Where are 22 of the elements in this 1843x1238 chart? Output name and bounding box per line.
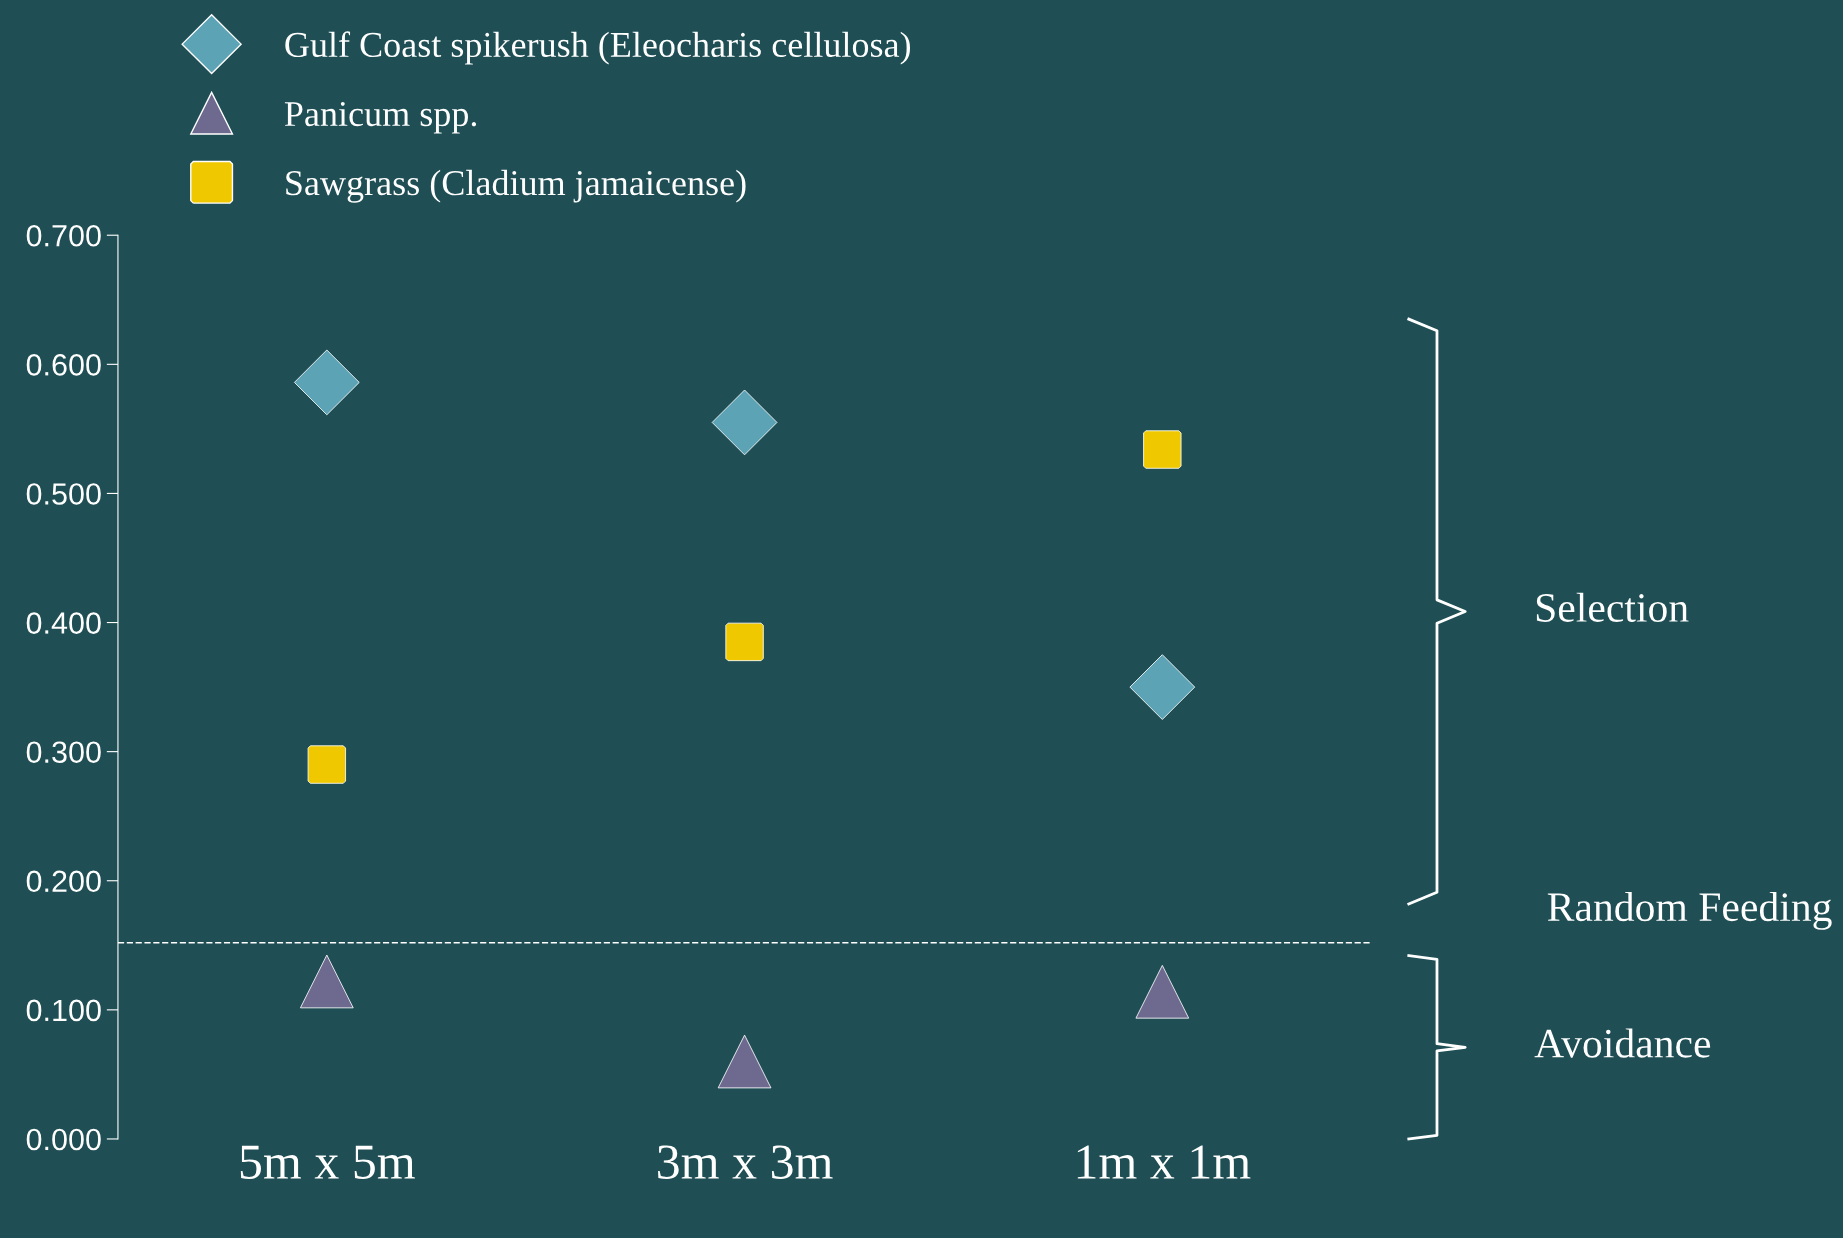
- text: Random Feeding: [1547, 891, 1832, 930]
- x-tick-label: 1m x 1m: [1077, 1145, 1251, 1179]
- y-tick-label: 0.100: [26, 999, 101, 1022]
- y-tick-label: 0.300: [26, 741, 101, 764]
- legend-label: Panicum spp.: [284, 101, 477, 134]
- point: [1135, 964, 1190, 1019]
- legend-label: Gulf Coast spikerush (Eleocharis cellulosa): [285, 31, 911, 65]
- legend-label: Sawgrass (Cladium jamaicense): [286, 169, 746, 203]
- y-tick-label: 0.000: [26, 1128, 101, 1151]
- y-tick-label: 0.400: [26, 612, 101, 634]
- point: [294, 349, 360, 416]
- point: [1129, 654, 1196, 720]
- point: [711, 389, 778, 456]
- x-tick-label: 3m x 3m: [658, 1145, 833, 1180]
- y-tick-label: 0.200: [26, 870, 101, 893]
- y-tick-label: 0.600: [26, 354, 101, 376]
- text: Selection: [1536, 592, 1689, 622]
- y-tick-label: 0.700: [26, 224, 101, 247]
- y-tick-label: 0.500: [26, 483, 101, 505]
- x-tick-label: 5m x 5m: [240, 1145, 415, 1180]
- point: [300, 954, 354, 1009]
- text: Avoidance: [1534, 1028, 1711, 1058]
